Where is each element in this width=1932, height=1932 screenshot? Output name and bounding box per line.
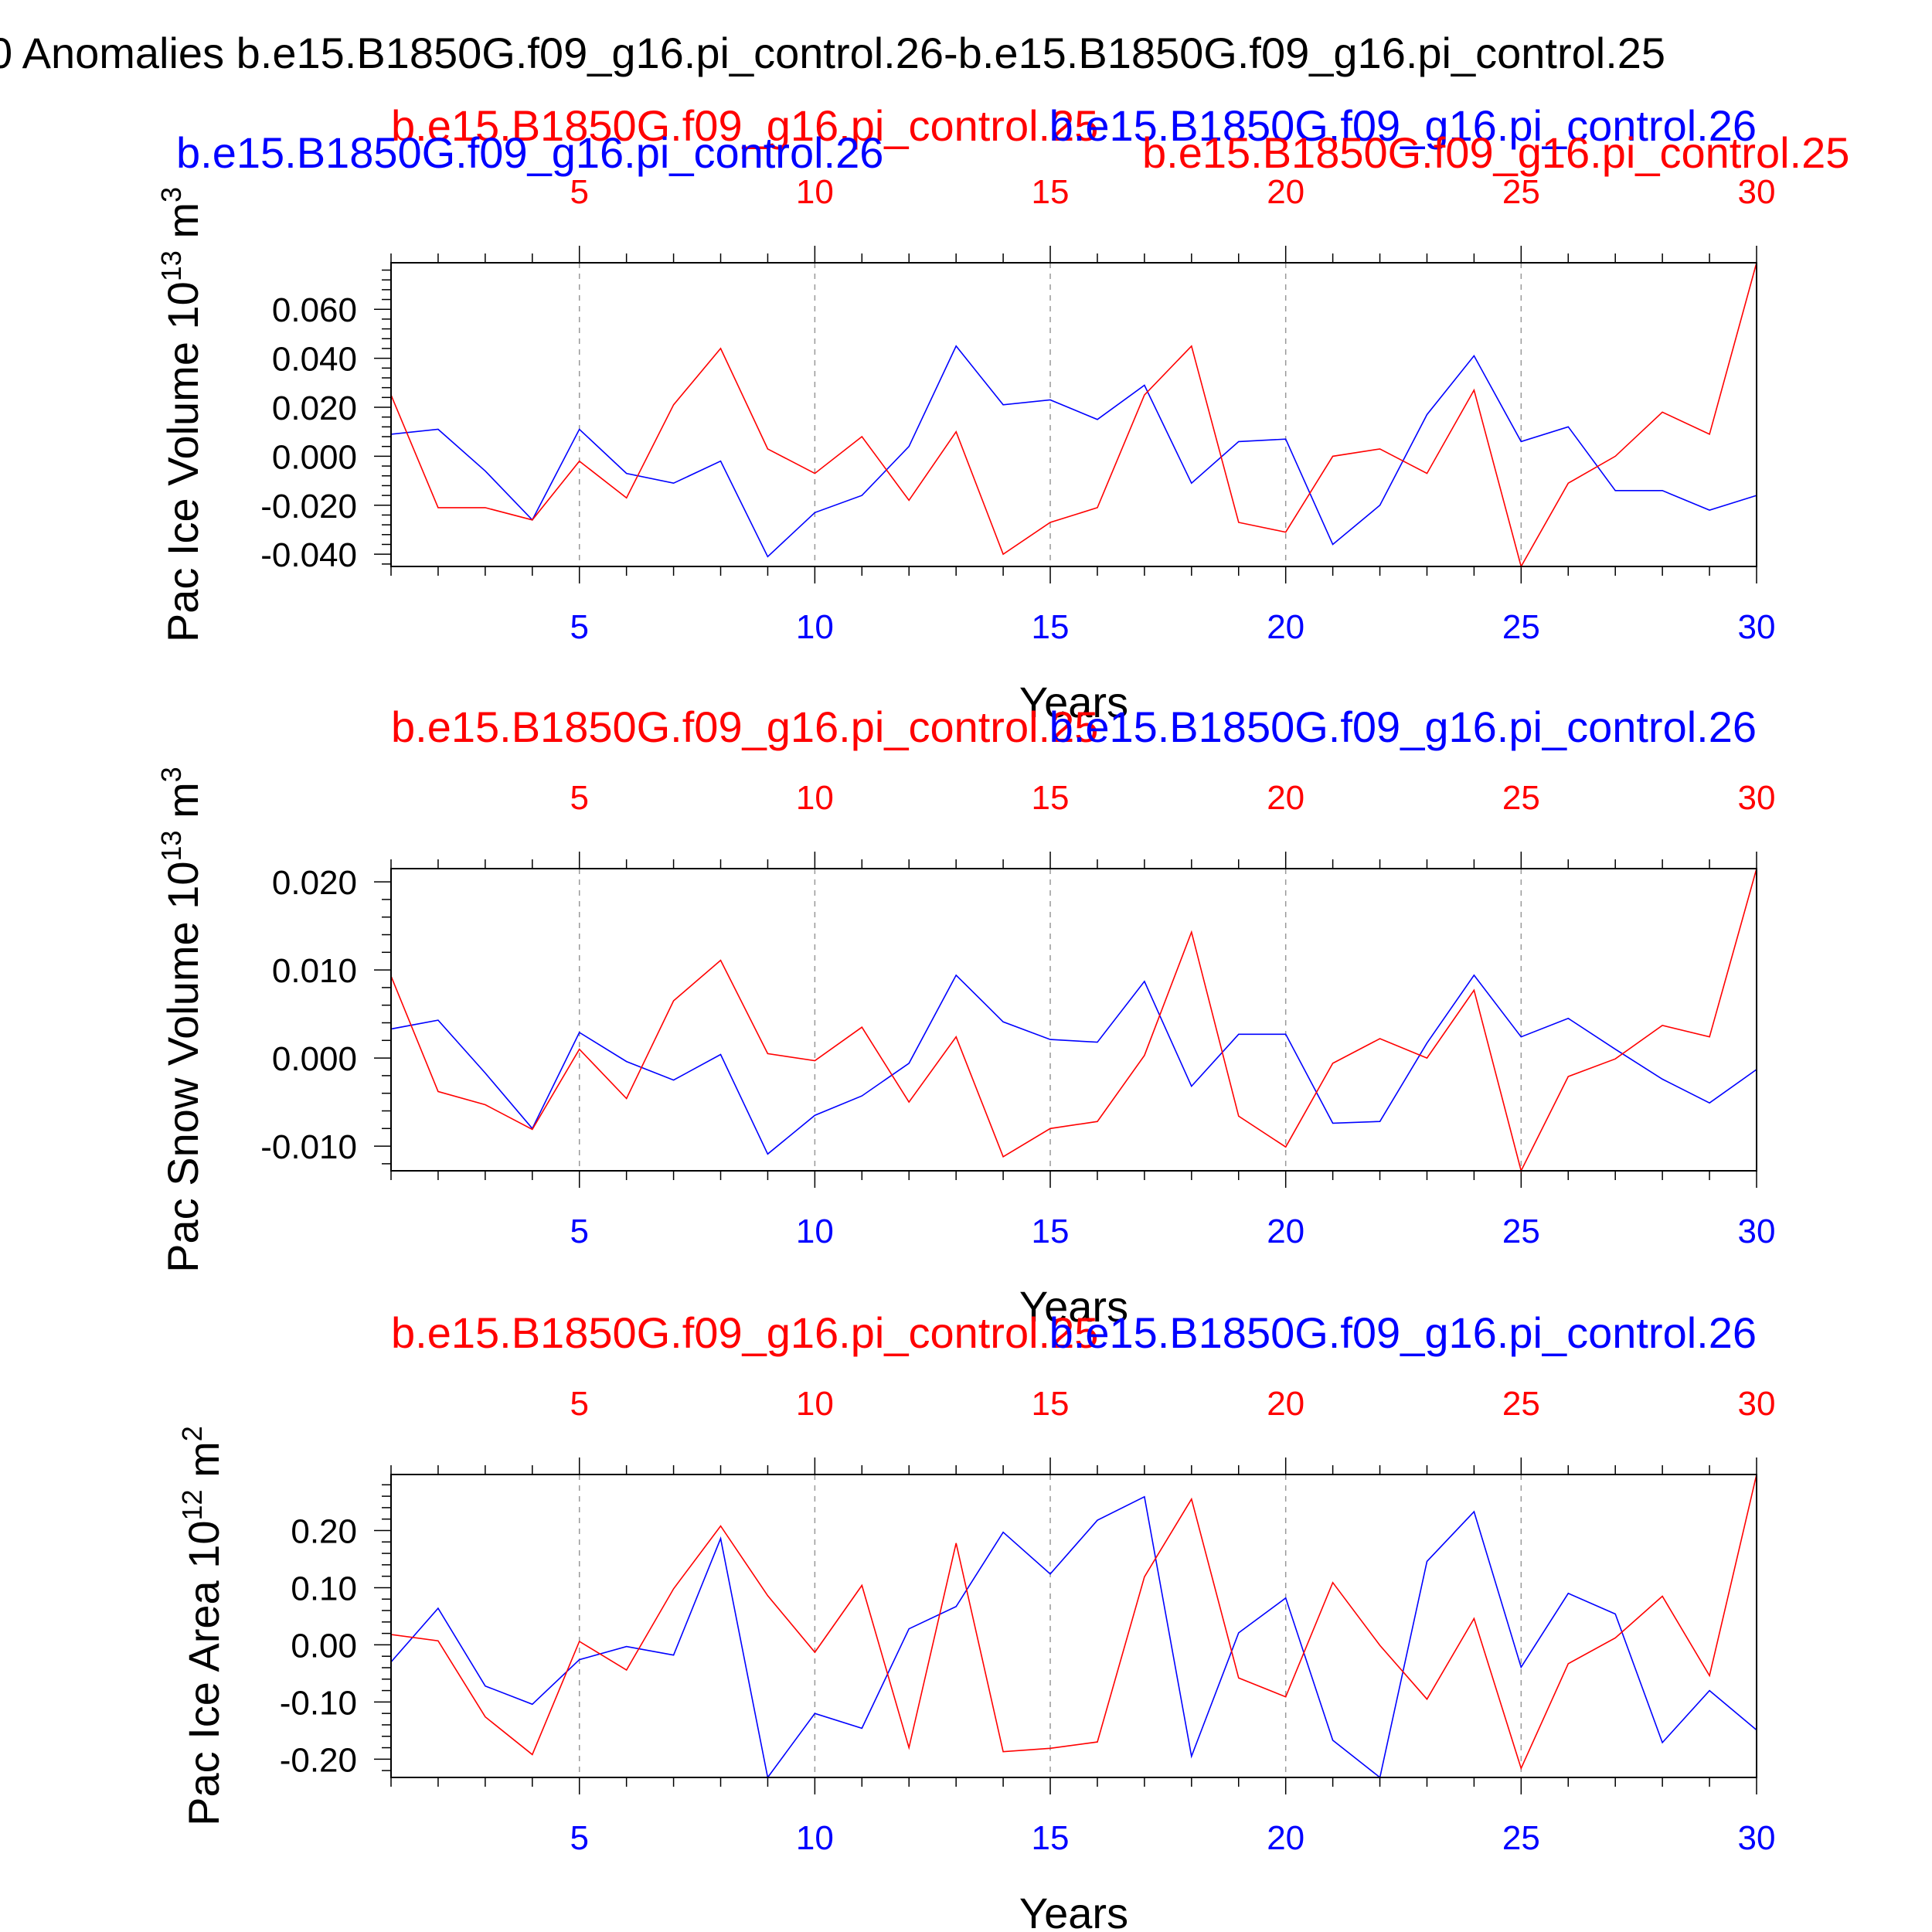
panel-2: -0.010 0.000 0.010 0.020 5 5 10 10 15 15 20 20 25 25 3… bbox=[155, 702, 1775, 1331]
series-label-left: b.e15.B1850G.f09_g16.pi_control.26 bbox=[176, 128, 883, 177]
x-tick-label-bottom: 25 bbox=[1502, 1213, 1540, 1250]
x-tick-label-bottom: 15 bbox=[1032, 1819, 1070, 1857]
x-tick-label-top: 25 bbox=[1502, 779, 1540, 817]
x-tick-label-top: 30 bbox=[1738, 779, 1776, 817]
panel-3: -0.20 -0.10 0.00 0.10 0.20 5 5 10 10 15 15 20 20 25 25… bbox=[176, 1308, 1775, 1932]
y-tick-label: 0.010 bbox=[272, 952, 357, 990]
series-line-run-25 bbox=[390, 262, 1757, 569]
figure-title: 0 Anomalies b.e15.B1850G.f09_g16.pi_cont… bbox=[0, 29, 1665, 77]
x-tick-label-bottom: 25 bbox=[1502, 608, 1540, 646]
y-tick-label: 0.060 bbox=[272, 291, 357, 329]
x-tick-label-bottom: 10 bbox=[796, 1213, 834, 1250]
plot-frame bbox=[390, 262, 1757, 567]
y-axis-title: Pac Ice Volume 1013 m3 bbox=[155, 187, 207, 642]
series-label-left: b.e15.B1850G.f09_g16.pi_control.25 bbox=[391, 702, 1098, 751]
series-label-top-left: b.e15.B1850G.f09_g16.pi_control.25 bbox=[391, 101, 1098, 150]
x-tick-label-bottom: 10 bbox=[796, 608, 834, 646]
series-line-run-25 bbox=[390, 1474, 1757, 1770]
series-line-run-25 bbox=[390, 868, 1757, 1173]
y-tick-label: -0.010 bbox=[260, 1128, 357, 1166]
x-tick-label-top: 15 bbox=[1032, 1385, 1070, 1423]
series-line-run-26 bbox=[390, 974, 1757, 1155]
y-tick-label: -0.10 bbox=[280, 1684, 357, 1722]
y-tick-label: 0.020 bbox=[272, 864, 357, 902]
x-tick-label-top: 5 bbox=[570, 779, 588, 817]
x-tick-label-top: 10 bbox=[796, 779, 834, 817]
x-tick-label-top: 10 bbox=[796, 1385, 834, 1423]
y-tick-label: 0.020 bbox=[272, 389, 357, 427]
y-tick-label: -0.040 bbox=[260, 536, 357, 574]
x-tick-label-bottom: 20 bbox=[1267, 608, 1304, 646]
series-label-right: b.e15.B1850G.f09_g16.pi_control.25 bbox=[1142, 128, 1849, 177]
x-tick-label-top: 25 bbox=[1502, 1385, 1540, 1423]
x-tick-label-bottom: 30 bbox=[1738, 1819, 1776, 1857]
x-tick-label-top: 25 bbox=[1502, 173, 1540, 211]
y-tick-label: 0.040 bbox=[272, 341, 357, 379]
x-tick-label-top: 20 bbox=[1267, 173, 1304, 211]
x-tick-label-bottom: 5 bbox=[570, 1819, 588, 1857]
x-tick-label-bottom: 5 bbox=[570, 608, 588, 646]
panels: -0.040 -0.020 0.000 0.020 0.040 0.060 5 5 10 10 15… bbox=[155, 101, 1849, 1932]
x-tick-label-top: 15 bbox=[1032, 779, 1070, 817]
y-tick-label: 0.00 bbox=[291, 1627, 357, 1665]
x-tick-label-bottom: 30 bbox=[1738, 1213, 1776, 1250]
x-tick-label-top: 30 bbox=[1738, 173, 1776, 211]
x-tick-label-top: 10 bbox=[796, 173, 834, 211]
y-tick-label: -0.020 bbox=[260, 488, 357, 526]
x-axis-title: Years bbox=[1019, 678, 1128, 726]
y-tick-label: 0.000 bbox=[272, 1040, 357, 1078]
series-label-right: b.e15.B1850G.f09_g16.pi_control.26 bbox=[1049, 702, 1757, 751]
x-tick-label-bottom: 20 bbox=[1267, 1213, 1304, 1250]
x-tick-label-top: 15 bbox=[1032, 173, 1070, 211]
x-tick-label-bottom: 20 bbox=[1267, 1819, 1304, 1857]
panel-1: -0.040 -0.020 0.000 0.020 0.040 0.060 5 5 10 10 15… bbox=[155, 101, 1849, 726]
y-axis-title: Pac Snow Volume 1013 m3 bbox=[155, 767, 207, 1273]
x-tick-label-top: 5 bbox=[570, 1385, 588, 1423]
x-tick-label-top: 20 bbox=[1267, 779, 1304, 817]
series-line-run-26 bbox=[390, 345, 1757, 558]
y-tick-label: 0.20 bbox=[291, 1512, 357, 1550]
x-axis-title: Years bbox=[1019, 1282, 1128, 1331]
x-axis-title: Years bbox=[1019, 1889, 1128, 1932]
series-label-left: b.e15.B1850G.f09_g16.pi_control.25 bbox=[391, 1308, 1098, 1357]
plot-frame bbox=[390, 1474, 1757, 1778]
x-tick-label-top: 5 bbox=[570, 173, 588, 211]
x-tick-label-bottom: 5 bbox=[570, 1213, 588, 1250]
y-axis-title: Pac Ice Area 1012 m2 bbox=[176, 1426, 228, 1826]
y-tick-label: 0.000 bbox=[272, 438, 357, 476]
series-label-top-right: b.e15.B1850G.f09_g16.pi_control.26 bbox=[1049, 101, 1757, 150]
series-line-run-26 bbox=[390, 1495, 1757, 1779]
y-tick-label: -0.20 bbox=[280, 1741, 357, 1779]
plot-frame bbox=[390, 868, 1757, 1172]
x-tick-label-top: 30 bbox=[1738, 1385, 1776, 1423]
x-tick-label-top: 20 bbox=[1267, 1385, 1304, 1423]
x-tick-label-bottom: 30 bbox=[1738, 608, 1776, 646]
x-tick-label-bottom: 25 bbox=[1502, 1819, 1540, 1857]
series-label-right: b.e15.B1850G.f09_g16.pi_control.26 bbox=[1049, 1308, 1757, 1357]
x-tick-label-bottom: 10 bbox=[796, 1819, 834, 1857]
x-tick-label-bottom: 15 bbox=[1032, 1213, 1070, 1250]
y-tick-label: 0.10 bbox=[291, 1570, 357, 1607]
x-tick-label-bottom: 15 bbox=[1032, 608, 1070, 646]
